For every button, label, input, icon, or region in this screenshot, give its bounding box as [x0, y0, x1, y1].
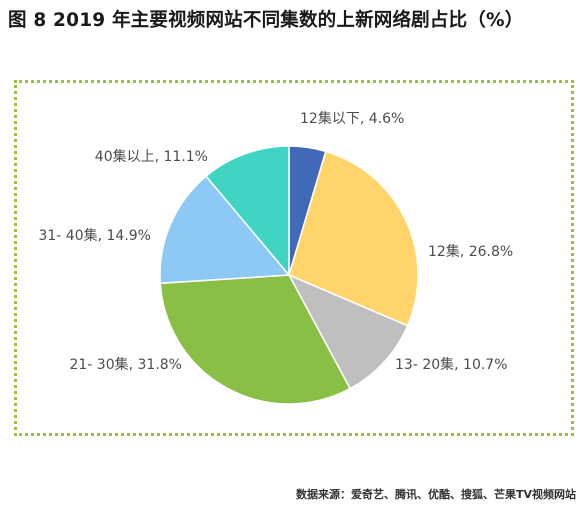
slice-label-1: 12集以下, 4.6% [300, 110, 404, 127]
page-title: 图 8 2019 年主要视频网站不同集数的上新网络剧占比（%） [8, 10, 524, 31]
slice-label-3: 13- 20集, 10.7% [395, 356, 508, 373]
source-note: 数据来源：爱奇艺、腾讯、优酷、搜狐、芒果TV视频网站 [295, 488, 576, 501]
pie-slice-5 [159, 175, 291, 285]
chart-frame [14, 80, 574, 436]
pie-slice-2 [288, 150, 419, 327]
slice-label-2: 12集, 26.8% [428, 243, 513, 260]
pie-slice-6 [205, 145, 290, 278]
pie-slice-3 [287, 273, 409, 390]
slice-label-5: 31- 40集, 14.9% [38, 227, 151, 244]
slice-label-6: 40集以上, 11.1% [95, 148, 208, 165]
slice-label-4: 21- 30集, 31.8% [69, 356, 182, 373]
pie-slice-4 [159, 274, 352, 405]
